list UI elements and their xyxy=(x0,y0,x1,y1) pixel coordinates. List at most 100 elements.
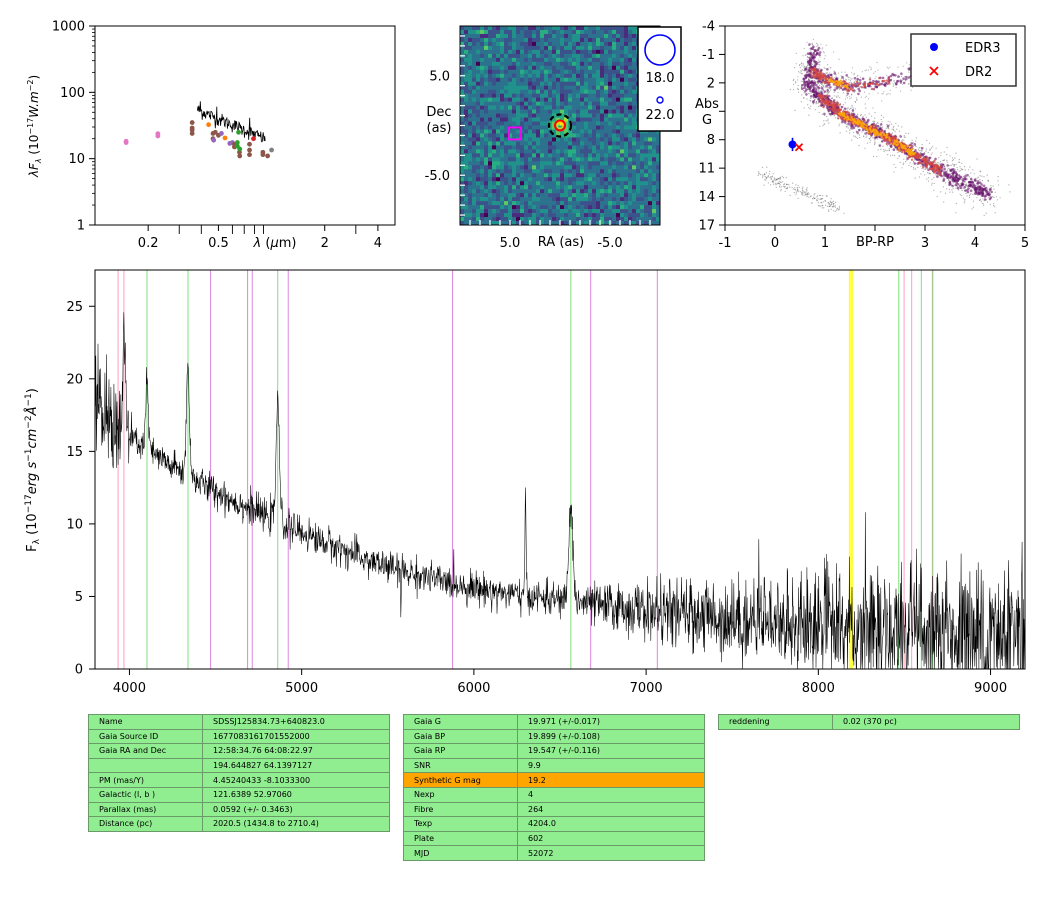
cutout-pixel xyxy=(588,26,593,31)
cutout-pixel xyxy=(480,197,485,202)
hr-field-star xyxy=(789,88,791,91)
cutout-pixel xyxy=(560,197,565,202)
cutout-pixel xyxy=(596,189,601,194)
hr-field-star xyxy=(854,101,856,103)
hr-field-star xyxy=(853,131,855,133)
cutout-pixel xyxy=(632,149,637,154)
cutout-target-marker xyxy=(554,119,566,132)
cutout-pixel xyxy=(536,141,541,146)
sed-photometry-point xyxy=(247,141,252,147)
cutout-pixel xyxy=(564,41,569,47)
cutout-pixel xyxy=(628,137,633,142)
cutout-pixel xyxy=(576,221,581,225)
cutout-pixel xyxy=(616,29,621,35)
hr-field-star xyxy=(960,182,962,184)
cutout-pixel xyxy=(592,49,597,55)
cutout-pixel xyxy=(628,205,633,210)
cutout-pixel xyxy=(620,201,625,206)
cutout-pixel xyxy=(524,149,529,154)
cutout-pixel xyxy=(512,157,517,162)
cutout-pixel xyxy=(492,161,497,166)
hr-field-star xyxy=(886,123,888,125)
cutout-pixel xyxy=(536,189,541,194)
cutout-pixel xyxy=(632,29,637,35)
cutout-pixel xyxy=(612,57,617,63)
cutout-pixel xyxy=(616,177,621,182)
cutout-pixel xyxy=(556,213,561,218)
cutout-pixel xyxy=(480,49,485,55)
cutout-pixel xyxy=(576,181,581,186)
cutout-pixel xyxy=(572,77,577,83)
cutout-pixel xyxy=(588,149,593,154)
cutout-pixel xyxy=(528,193,533,198)
cutout-pixel xyxy=(476,97,481,102)
hr-field-star xyxy=(830,198,832,200)
hr-field-star xyxy=(902,65,904,67)
cutout-pixel xyxy=(608,193,613,198)
cutout-pixel xyxy=(468,209,473,214)
cutout-pixel xyxy=(504,81,509,86)
cutout-pixel xyxy=(508,181,513,186)
cutout-pixel xyxy=(632,81,637,86)
hr-field-star xyxy=(848,81,850,84)
cutout-pixel xyxy=(620,85,625,90)
cutout-pixel xyxy=(492,57,497,63)
cutout-pixel xyxy=(604,197,609,202)
cutout-pixel xyxy=(540,41,545,47)
sed-y-tick-label: 10 xyxy=(68,152,85,167)
hr-field-star xyxy=(803,47,805,50)
cutout-pixel xyxy=(464,101,469,106)
hr-field-star xyxy=(830,208,832,210)
cutout-pixel xyxy=(552,221,557,225)
hr-field-star xyxy=(890,155,892,157)
cutout-pixel xyxy=(560,77,565,83)
cutout-pixel xyxy=(592,61,597,67)
cutout-pixel xyxy=(600,177,605,182)
cutout-pixel xyxy=(648,177,653,182)
hr-field-star xyxy=(938,162,940,164)
cutout-pixel xyxy=(612,157,617,162)
cutout-pixel xyxy=(580,113,585,118)
cutout-pixel xyxy=(596,29,601,35)
cutout-pixel xyxy=(536,37,541,43)
cutout-pixel xyxy=(472,37,477,43)
hr-field-star xyxy=(874,142,876,144)
hr-field-star xyxy=(799,191,802,193)
cutout-pixel xyxy=(492,145,497,150)
cutout-pixel xyxy=(560,65,565,71)
hr-field-star xyxy=(847,127,849,129)
cutout-pixel xyxy=(584,26,589,31)
cutout-pixel xyxy=(584,209,589,214)
cutout-pixel xyxy=(572,113,577,118)
cutout-pixel xyxy=(608,121,613,126)
cutout-pixel xyxy=(616,173,621,178)
cutout-pixel xyxy=(608,129,613,134)
cutout-pixel xyxy=(556,29,561,35)
hr-field-star xyxy=(872,80,875,83)
cutout-pixel xyxy=(584,177,589,182)
cutout-pixel xyxy=(620,221,625,225)
hr-field-star xyxy=(812,51,816,55)
hr-field-star xyxy=(851,72,853,74)
hr-field-star xyxy=(968,169,970,171)
hr-field-star xyxy=(817,59,819,61)
cutout-pixel xyxy=(560,193,565,198)
cutout-pixel xyxy=(544,29,549,35)
cutout-pixel xyxy=(504,129,509,134)
cutout-pixel xyxy=(620,53,625,59)
cutout-pixel xyxy=(628,201,633,206)
hr-field-star xyxy=(975,186,978,190)
hr-field-star xyxy=(795,81,797,83)
cutout-pixel xyxy=(572,189,577,194)
cutout-pixel xyxy=(576,197,581,202)
hr-field-star xyxy=(807,193,809,195)
cutout-pixel xyxy=(492,133,497,138)
cutout-pixel xyxy=(656,205,660,210)
cutout-pixel xyxy=(468,121,473,126)
hr-field-star xyxy=(960,179,962,181)
cutout-pixel xyxy=(536,205,541,210)
cutout-pixel xyxy=(616,197,621,202)
cutout-pixel xyxy=(500,29,505,35)
cutout-pixel xyxy=(608,101,613,106)
cutout-pixel xyxy=(504,217,509,222)
